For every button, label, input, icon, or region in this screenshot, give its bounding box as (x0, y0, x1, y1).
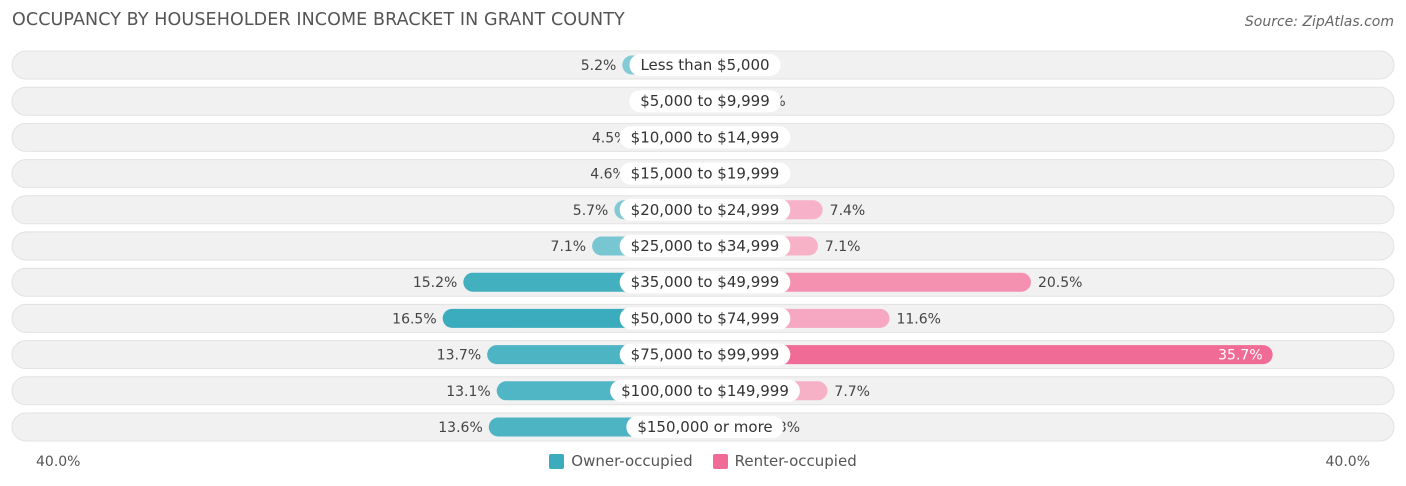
category-pill (619, 343, 791, 366)
category-pill (619, 162, 791, 185)
owner-value-label: 13.7% (437, 348, 481, 364)
category-label: $150,000 or more (637, 418, 772, 436)
category-pill (619, 307, 791, 330)
renter-value-label: 20.5% (1038, 275, 1082, 291)
category-pill (626, 416, 784, 438)
category-label: $15,000 to $19,999 (631, 165, 780, 183)
renter-value-label: 7.4% (830, 203, 866, 219)
category-pill (629, 54, 781, 76)
renter-value-label: 7.7% (834, 384, 870, 400)
category-label: $100,000 to $149,999 (621, 382, 789, 400)
owner-value-label: 7.1% (551, 239, 587, 255)
source-label: Source: ZipAtlas.com (1244, 14, 1394, 30)
category-pill (619, 271, 791, 294)
renter-value-label: 35.7% (1218, 348, 1262, 364)
category-pill (610, 379, 800, 402)
category-label: $35,000 to $49,999 (631, 273, 780, 291)
owner-value-label: 13.1% (446, 384, 490, 400)
owner-value-label: 5.2% (581, 58, 617, 74)
legend-swatch-renter (712, 453, 728, 469)
legend-swatch-owner (549, 453, 565, 469)
owner-value-label: 4.6% (590, 167, 626, 183)
renter-value-label: 11.6% (896, 311, 940, 327)
category-label: $50,000 to $74,999 (631, 309, 780, 327)
category-label: Less than $5,000 (640, 56, 769, 74)
chart-title: OCCUPANCY BY HOUSEHOLDER INCOME BRACKET … (12, 10, 625, 30)
category-pill (619, 126, 791, 149)
category-label: $25,000 to $34,999 (631, 237, 780, 255)
legend-item-renter: Renter-occupied (712, 452, 857, 470)
legend-item-owner: Owner-occupied (549, 452, 693, 470)
owner-value-label: 16.5% (392, 311, 436, 327)
axis-right-label: 40.0% (1325, 454, 1370, 470)
owner-value-label: 13.6% (438, 420, 482, 436)
category-pill (619, 235, 791, 257)
owner-value-label: 5.7% (573, 203, 609, 219)
category-label: $5,000 to $9,999 (640, 92, 770, 110)
renter-value-label: 7.1% (825, 239, 861, 255)
category-pill (629, 90, 781, 113)
owner-value-label: 15.2% (413, 275, 457, 291)
axis-left-label: 40.0% (36, 454, 81, 470)
category-label: $10,000 to $14,999 (631, 128, 780, 146)
owner-value-label: 4.5% (592, 130, 628, 146)
category-pill (619, 198, 791, 221)
category-label: $20,000 to $24,999 (631, 201, 780, 219)
category-label: $75,000 to $99,999 (631, 346, 780, 364)
legend-label-owner: Owner-occupied (571, 452, 693, 470)
legend: Owner-occupied Renter-occupied (0, 452, 1406, 470)
renter-bar (705, 345, 1273, 365)
legend-label-renter: Renter-occupied (734, 452, 857, 470)
